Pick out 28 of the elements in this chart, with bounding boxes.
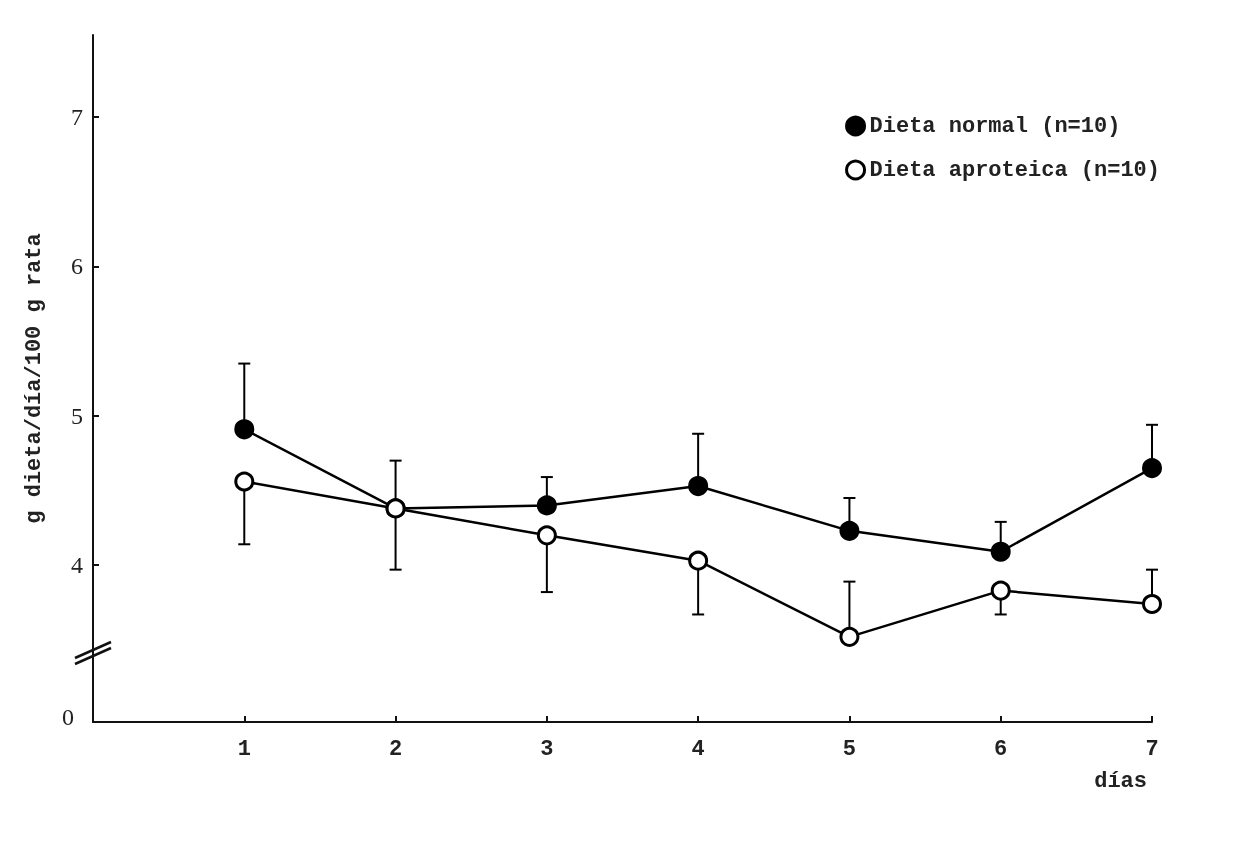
point xyxy=(536,525,557,546)
point xyxy=(688,476,709,497)
point xyxy=(688,550,709,571)
legend-label: Dieta aproteica (n=10) xyxy=(869,157,1161,183)
y-tick-label: 4 xyxy=(71,552,83,579)
x-tick-label: 7 xyxy=(1145,736,1159,762)
point xyxy=(234,419,255,440)
point xyxy=(1142,458,1162,479)
point xyxy=(839,626,860,647)
x-tick-label: 2 xyxy=(388,736,403,762)
point xyxy=(990,580,1011,601)
legend-label: Dieta normal (n=10) xyxy=(869,113,1121,139)
y-tick-label: 7 xyxy=(71,104,83,131)
x-tick-label: 1 xyxy=(237,736,251,762)
point xyxy=(234,471,255,492)
x-tick-label: 5 xyxy=(842,736,857,762)
y-tick-label: 6 xyxy=(71,253,83,280)
x-tick-label: 3 xyxy=(540,736,554,762)
x-axis-title: días xyxy=(1094,768,1147,794)
y-tick-label: 5 xyxy=(71,402,83,429)
x-tick-label: 4 xyxy=(691,736,705,762)
point xyxy=(536,495,557,516)
point xyxy=(839,520,860,541)
x-tick-label: 6 xyxy=(994,736,1008,762)
point xyxy=(1142,594,1162,615)
y-axis-title: g dieta/día/100 g rata xyxy=(21,233,47,524)
text: 0 xyxy=(62,704,74,730)
point xyxy=(990,541,1011,562)
